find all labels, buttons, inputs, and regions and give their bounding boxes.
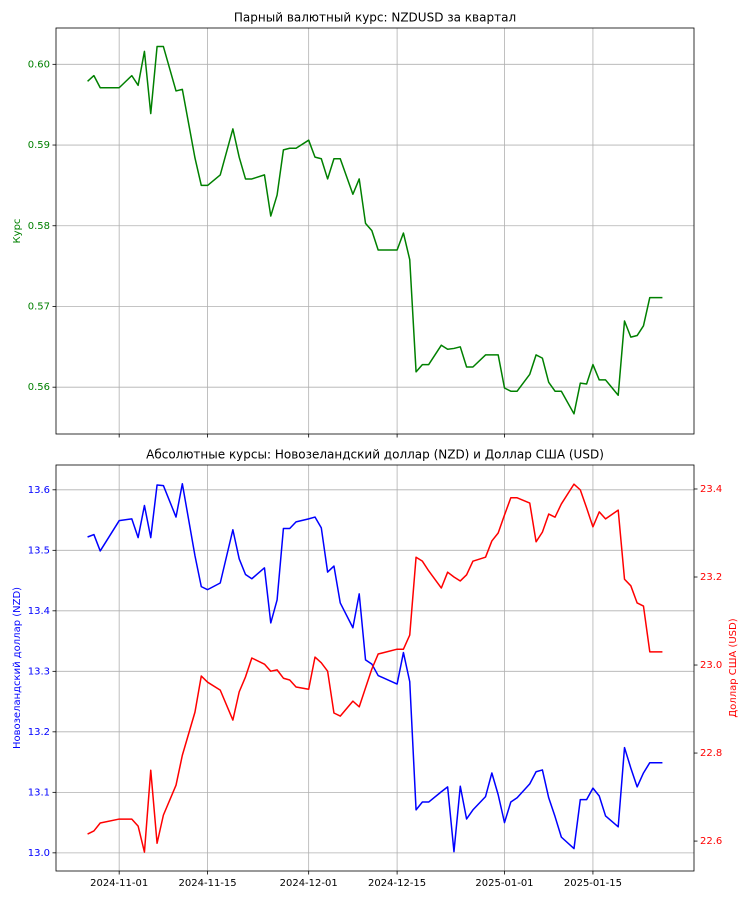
- y2-tick-label: 22.8: [700, 748, 722, 759]
- y-axis-label: Новозеландский доллар (NZD): [12, 587, 23, 749]
- y2-tick-label: 23.0: [700, 660, 722, 671]
- y-tick-label: 13.0: [28, 848, 50, 859]
- x-tick-label: 2024-11-15: [179, 878, 237, 889]
- series-line: [87, 45, 663, 415]
- y-tick-label: 13.6: [28, 485, 50, 496]
- y-tick-label: 0.57: [28, 301, 50, 312]
- y-tick-label: 13.2: [28, 727, 50, 738]
- y-tick-label: 0.60: [28, 59, 50, 70]
- y2-tick-label: 23.4: [700, 484, 722, 495]
- y-tick-label: 13.4: [28, 606, 50, 617]
- y-axis-label: Курс: [12, 219, 23, 244]
- y2-tick-label: 22.6: [700, 836, 722, 847]
- y-tick-label: 0.56: [28, 382, 50, 393]
- y-tick-label: 13.5: [28, 545, 50, 556]
- x-tick-label: 2024-12-01: [280, 878, 338, 889]
- x-tick-label: 2024-12-15: [368, 878, 426, 889]
- x-tick-label: 2025-01-15: [564, 878, 622, 889]
- x-tick-label: 2024-11-01: [90, 878, 148, 889]
- y2-axis-label: Доллар США (USD): [728, 618, 739, 717]
- y-tick-label: 0.58: [28, 221, 50, 232]
- x-tick-label: 2025-01-01: [475, 878, 533, 889]
- y2-tick-label: 23.2: [700, 572, 722, 583]
- series-line: [87, 483, 663, 853]
- axes-frame: [55, 27, 695, 435]
- y-tick-label: 13.1: [28, 787, 50, 798]
- series-line: [87, 483, 663, 853]
- chart-title: Абсолютные курсы: Новозеландский доллар …: [146, 448, 604, 462]
- axes-frame: [55, 464, 695, 872]
- y-tick-label: 0.59: [28, 140, 50, 151]
- y-tick-label: 13.3: [28, 666, 50, 677]
- chart-title: Парный валютный курс: NZDUSD за квартал: [234, 11, 516, 25]
